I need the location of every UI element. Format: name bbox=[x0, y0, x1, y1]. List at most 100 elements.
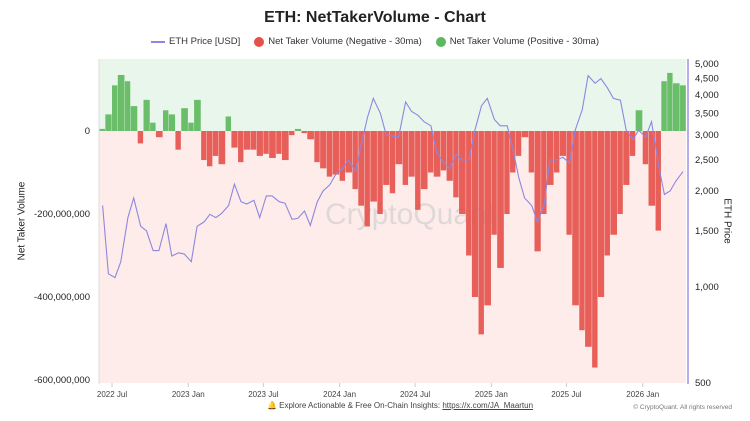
legend-item-positive[interactable]: Net Taker Volume (Positive - 30ma) bbox=[435, 36, 599, 47]
x-tick-label: 2022 Jul bbox=[97, 390, 127, 399]
positive-volume-bar bbox=[680, 85, 686, 131]
negative-volume-bar bbox=[364, 131, 370, 227]
negative-volume-bar bbox=[301, 131, 307, 134]
negative-volume-bar bbox=[629, 131, 636, 156]
positive-volume-bar bbox=[672, 83, 680, 131]
negative-volume-bar bbox=[345, 131, 353, 173]
negative-volume-bar bbox=[466, 131, 472, 256]
negative-volume-bar bbox=[515, 131, 522, 156]
negative-volume-bar bbox=[459, 131, 466, 214]
negative-volume-bar bbox=[617, 131, 623, 214]
negative-volume-bar bbox=[326, 131, 333, 177]
negative-volume-bar bbox=[592, 131, 598, 368]
positive-volume-bar bbox=[294, 128, 302, 131]
negative-volume-bar bbox=[175, 131, 181, 150]
negative-volume-bar bbox=[320, 131, 327, 169]
negative-volume-bar bbox=[377, 131, 383, 214]
negative-volume-bar bbox=[206, 131, 213, 167]
x-tick-label: 2024 Jul bbox=[400, 390, 430, 399]
left-tick-label: -200,000,000 bbox=[34, 209, 90, 220]
negative-volume-bar bbox=[471, 131, 479, 297]
right-tick-label: 4,000 bbox=[695, 90, 719, 101]
negative-volume-bar bbox=[521, 131, 529, 138]
right-tick-label: 2,000 bbox=[695, 186, 719, 197]
negative-volume-bar bbox=[307, 131, 314, 140]
negative-volume-bar bbox=[339, 131, 346, 181]
negative-volume-bar bbox=[491, 131, 497, 235]
negative-volume-bar bbox=[484, 131, 491, 306]
negative-volume-bar bbox=[420, 131, 428, 190]
right-tick-label: 4,500 bbox=[695, 74, 719, 85]
x-axis-ticks: 2022 Jul 2023 Jan 2023 Jul 2024 Jan 2024 Jul… bbox=[97, 383, 659, 399]
positive-volume-bar bbox=[225, 116, 232, 131]
positive-volume-bar bbox=[143, 99, 150, 131]
left-axis-ticks: 0 -200,000,000 -400,000,000 -600,000,000 bbox=[34, 126, 90, 386]
x-tick-label: 2026 Jan bbox=[626, 390, 659, 399]
positive-volume-bar bbox=[181, 108, 188, 131]
negative-volume-bar bbox=[314, 131, 320, 163]
volume-bars bbox=[99, 72, 686, 368]
positive-volume-bar bbox=[661, 81, 667, 131]
positive-volume-bar bbox=[130, 106, 138, 131]
negative-volume-bar bbox=[352, 131, 358, 190]
negative-volume-bar bbox=[269, 131, 276, 158]
negative-volume-bar bbox=[553, 131, 560, 173]
positive-volume-bar bbox=[99, 128, 105, 131]
line-marker-icon bbox=[151, 40, 165, 43]
left-tick-label: -400,000,000 bbox=[34, 292, 90, 303]
negative-volume-bar bbox=[332, 131, 340, 175]
negative-volume-bar bbox=[510, 131, 516, 173]
negative-volume-bar bbox=[546, 131, 554, 185]
legend-item-price[interactable]: ETH Price [USD] bbox=[151, 36, 240, 47]
right-tick-label: 1,500 bbox=[695, 226, 719, 237]
negative-volume-bar bbox=[604, 131, 610, 256]
left-tick-label: 0 bbox=[85, 126, 90, 137]
eth-price-line bbox=[102, 74, 684, 279]
positive-volume-bar bbox=[117, 74, 125, 131]
negative-volume-bar bbox=[585, 131, 592, 347]
negative-volume-bar bbox=[250, 131, 257, 150]
copyright: © CryptoQuant. All rights reserved bbox=[633, 404, 732, 411]
negative-volume-bar bbox=[427, 131, 434, 173]
negative-volume-bar bbox=[655, 131, 661, 231]
bell-icon: 🔔 bbox=[266, 401, 277, 410]
legend-label: ETH Price [USD] bbox=[169, 36, 241, 47]
negative-volume-bar bbox=[610, 131, 618, 235]
legend-item-negative[interactable]: Net Taker Volume (Negative - 30ma) bbox=[254, 36, 422, 47]
negative-volume-bar bbox=[559, 131, 567, 156]
positive-volume-bar bbox=[667, 72, 673, 131]
negative-volume-bar bbox=[440, 131, 447, 171]
negative-volume-bar bbox=[231, 131, 238, 148]
negative-volume-bar bbox=[281, 131, 289, 161]
x-tick-label: 2023 Jul bbox=[248, 390, 278, 399]
positive-volume-bar bbox=[150, 122, 156, 131]
negative-volume-bar bbox=[238, 131, 244, 163]
footer-link[interactable]: https://x.com/JA_Maartun bbox=[442, 401, 534, 410]
negative-volume-bar bbox=[155, 131, 163, 138]
dot-marker-icon bbox=[254, 36, 265, 47]
negative-volume-bar bbox=[243, 131, 251, 150]
negative-volume-bar bbox=[408, 131, 415, 177]
negative-volume-bar bbox=[389, 131, 396, 194]
negative-volume-bar bbox=[541, 131, 547, 214]
x-tick-label: 2025 Jan bbox=[475, 390, 508, 399]
negative-volume-bar bbox=[276, 131, 282, 154]
negative-volume-bar bbox=[579, 131, 585, 331]
right-tick-label: 5,000 bbox=[695, 59, 719, 70]
positive-volume-bar bbox=[162, 110, 169, 131]
dot-marker-icon bbox=[435, 36, 446, 47]
negative-volume-bar bbox=[358, 131, 365, 206]
right-tick-label: 1,000 bbox=[695, 282, 719, 293]
negative-volume-bar bbox=[395, 131, 403, 165]
negative-volume-bar bbox=[648, 131, 656, 206]
right-tick-label: 3,000 bbox=[695, 130, 719, 141]
negative-volume-bar bbox=[256, 131, 263, 156]
negative-volume-bar bbox=[402, 131, 409, 185]
right-axis-ticks: 5,000 4,500 4,000 3,500 3,000 2,500 2,000 1,500… bbox=[695, 59, 719, 389]
legend-label: Net Taker Volume (Negative - 30ma) bbox=[268, 36, 422, 47]
negative-volume-bar bbox=[415, 131, 421, 210]
positive-volume-bar bbox=[112, 85, 118, 131]
negative-volume-bar bbox=[597, 131, 605, 297]
negative-volume-bar bbox=[370, 131, 377, 202]
